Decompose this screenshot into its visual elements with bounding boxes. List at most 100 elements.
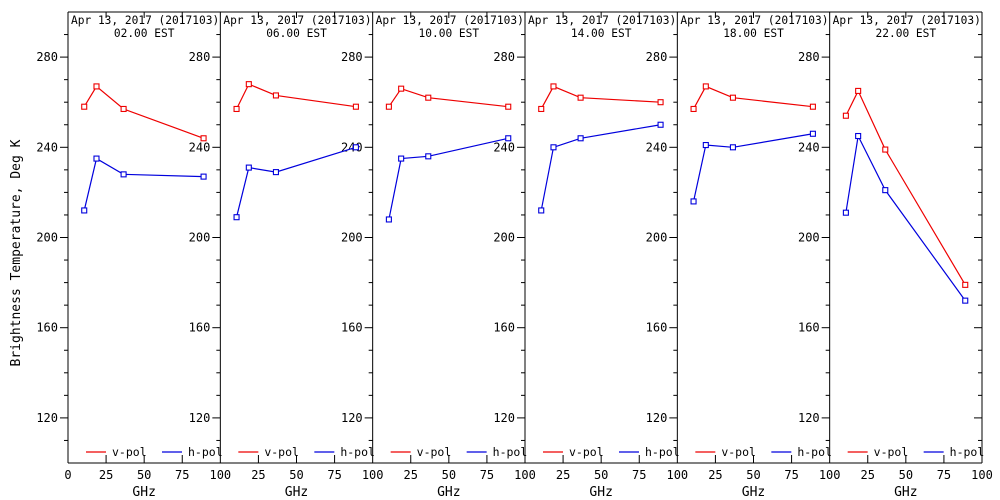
v-pol-marker [962, 281, 969, 288]
h-pol-marker [690, 198, 697, 205]
h-pol-line [388, 137, 509, 220]
y-tick-label: 280 [798, 50, 820, 64]
x-tick-label: 25 [861, 468, 875, 482]
y-tick-label: 280 [189, 50, 211, 64]
y-tick-label: 200 [189, 231, 211, 245]
x-tick-label: 75 [784, 468, 798, 482]
h-pol-marker [962, 297, 969, 304]
y-tick-label: 120 [493, 411, 515, 425]
panel-title-time: 14.00 EST [571, 27, 632, 40]
v-pol-marker [272, 92, 279, 99]
v-pol-marker [855, 87, 862, 94]
x-tick-label: 75 [632, 468, 646, 482]
panel-10-00-EST: Apr 13, 2017 (2017103)10.00 EST 25 50 75 100… [376, 12, 536, 500]
y-tick-label: 200 [493, 231, 515, 245]
v-pol-marker [577, 94, 584, 101]
x-axis-title: GHz [437, 485, 460, 500]
y-tick-label: 240 [493, 140, 515, 154]
y-tick-label: 240 [36, 140, 58, 154]
panel-title-time: 18.00 EST [723, 27, 784, 40]
v-pol-marker [702, 83, 709, 90]
h-pol-marker [577, 135, 584, 142]
h-pol-marker [550, 144, 557, 151]
h-pol-marker [505, 135, 512, 142]
y-tick-label: 160 [341, 321, 363, 335]
panel-title-date: Apr 13, 2017 (2017103) [528, 14, 676, 27]
v-pol-line [845, 89, 966, 286]
h-pol-marker [200, 173, 207, 180]
v-pol-marker [233, 105, 240, 113]
v-pol-marker [538, 105, 545, 113]
panel-title-date: Apr 13, 2017 (2017103) [71, 14, 219, 27]
x-tick-label: 100 [819, 468, 841, 482]
y-tick-label: 280 [646, 50, 668, 64]
h-pol-marker [657, 121, 664, 128]
v-pol-line [236, 83, 356, 110]
h-pol-marker [729, 144, 736, 151]
v-pol-marker [93, 83, 100, 90]
panel-title-date: Apr 13, 2017 (2017103) [223, 14, 371, 27]
y-tick-label: 200 [341, 231, 363, 245]
panel-title-date: Apr 13, 2017 (2017103) [680, 14, 828, 27]
h-pol-marker [245, 164, 252, 171]
legend-v-pol-label: v-pol [264, 445, 299, 459]
v-pol-line [540, 85, 661, 110]
y-tick-label: 160 [189, 321, 211, 335]
h-pol-line [845, 134, 966, 301]
x-tick-label: 50 [746, 468, 760, 482]
h-pol-marker [398, 155, 405, 162]
v-pol-line [693, 85, 813, 110]
h-pol-line [235, 146, 357, 218]
x-tick-label: 100 [209, 468, 231, 482]
v-pol-line [83, 85, 204, 139]
v-pol-marker [729, 94, 736, 101]
legend-v-pol-label: v-pol [874, 445, 909, 459]
x-tick-label: 100 [971, 468, 993, 482]
legend-h-pol-label: h-pol [950, 445, 985, 459]
v-pol-marker [550, 83, 557, 90]
y-tick-label: 120 [36, 411, 58, 425]
v-pol-marker [842, 112, 849, 119]
h-pol-marker [272, 169, 279, 176]
h-pol-marker [425, 153, 432, 160]
x-tick-label: 50 [442, 468, 456, 482]
v-pol-marker [200, 135, 207, 142]
y-tick-label: 160 [36, 321, 58, 335]
panel-title-date: Apr 13, 2017 (2017103) [833, 14, 981, 27]
h-pol-marker [352, 144, 359, 151]
x-tick-label: 75 [480, 468, 494, 482]
y-tick-label: 200 [798, 231, 820, 245]
h-pol-marker [842, 209, 849, 216]
v-pol-marker [882, 146, 889, 153]
v-pol-marker [809, 103, 816, 110]
legend-v-pol-label: v-pol [112, 445, 147, 459]
panel-title-time: 10.00 EST [419, 27, 480, 40]
y-tick-label: 160 [493, 321, 515, 335]
x-tick-label: 100 [514, 468, 536, 482]
h-pol-marker [882, 187, 889, 194]
panels-group: 120 160 200 240 280 120 160 200 240 280 120 160 200 2… [36, 11, 993, 500]
legend-h-pol-label: h-pol [188, 445, 223, 459]
panel-06-00-EST: Apr 13, 2017 (2017103)06.00 EST 25 50 75 100… [223, 12, 384, 500]
x-tick-label: 50 [594, 468, 608, 482]
v-pol-marker [81, 103, 88, 110]
panel-title-time: 06.00 EST [266, 27, 327, 40]
h-pol-line [83, 157, 204, 211]
y-tick-label: 160 [646, 321, 668, 335]
x-axis-title: GHz [285, 485, 308, 500]
legend-h-pol-label: h-pol [340, 445, 375, 459]
x-tick-label: 75 [175, 468, 189, 482]
legend-h-pol-label: h-pol [493, 445, 528, 459]
panel-02-00-EST: Apr 13, 2017 (2017103)02.00 EST 0 25 50 75 10… [64, 12, 231, 500]
y-axis-title: Brightness Temperature, Deg K [9, 139, 24, 366]
y-tick-label: 240 [646, 140, 668, 154]
v-pol-marker [505, 103, 512, 110]
h-pol-marker [702, 141, 709, 149]
y-tick-label: 120 [341, 411, 363, 425]
panel-title-time: 22.00 EST [876, 27, 937, 40]
x-tick-label: 0 [64, 468, 71, 482]
y-tick-label: 280 [341, 50, 363, 64]
y-tick-label: 120 [646, 411, 668, 425]
h-pol-marker [538, 207, 545, 214]
